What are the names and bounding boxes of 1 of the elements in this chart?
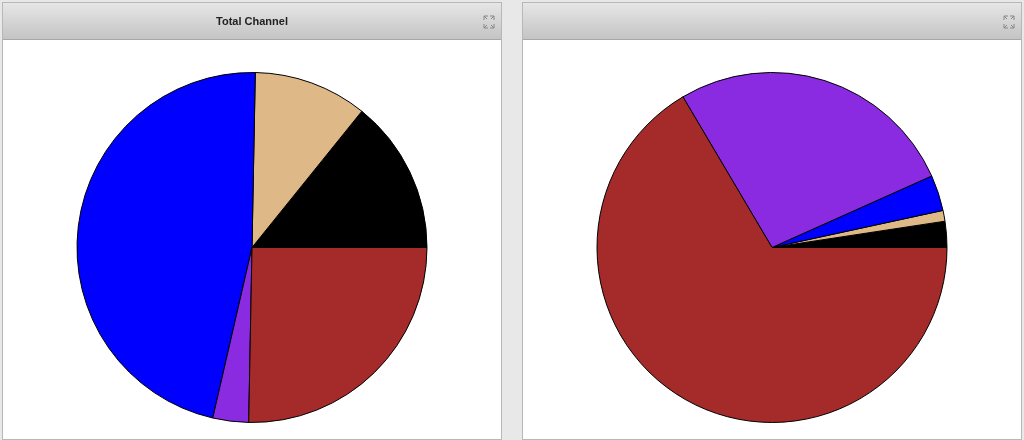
chart-title: Total Channel xyxy=(216,15,288,27)
